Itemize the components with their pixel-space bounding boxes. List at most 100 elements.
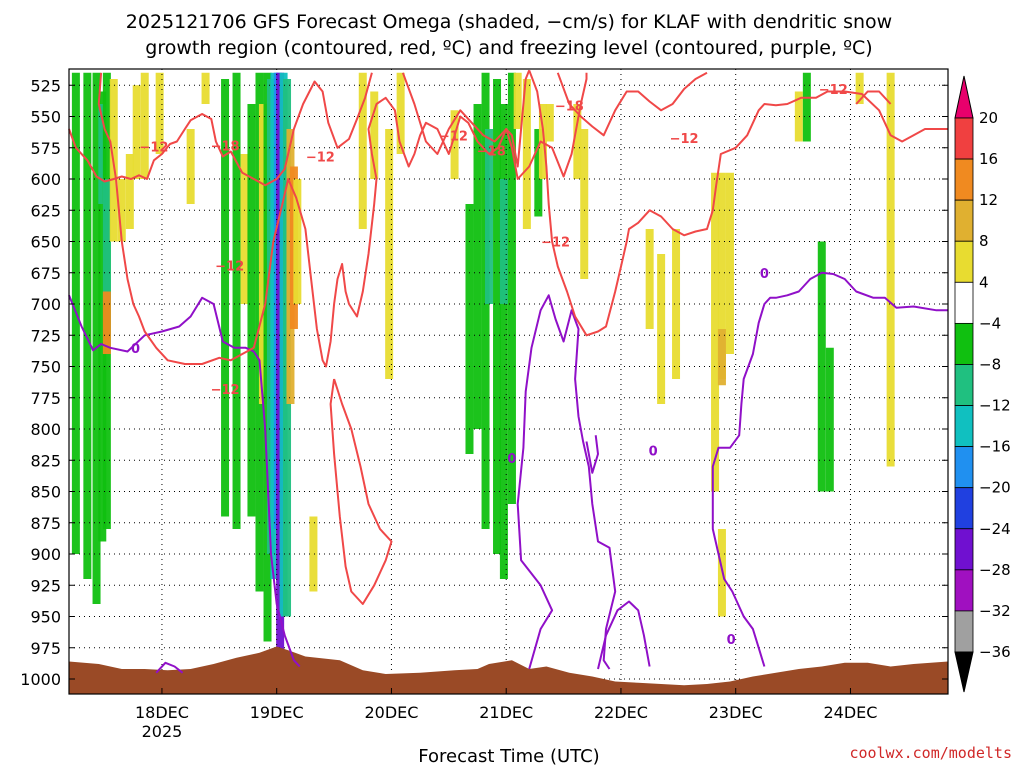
omega-cell-11 — [132, 85, 141, 179]
omega-cell-10 — [125, 154, 134, 229]
y-tick-label-750: 750 — [30, 358, 61, 377]
omega-cell-65 — [855, 72, 864, 104]
y-tick-label-775: 775 — [30, 389, 61, 408]
terrain-surface — [69, 646, 948, 694]
chart-title-line1: 2025121706 GFS Forecast Omega (shaded, −… — [126, 11, 892, 33]
x-tick-label-6: 24DEC — [823, 703, 877, 722]
colorbar: 20 16 12 8 4 −4 −8 −12 −16 −20 −24 −28 −32 −36 — [954, 75, 1011, 693]
omega-cell-15 — [201, 72, 210, 104]
omega-cell-3 — [98, 91, 107, 542]
omega-cell-50 — [545, 104, 554, 142]
colorbar-segment-9 — [954, 446, 974, 489]
omega-cell-41 — [484, 129, 493, 304]
contour-label-10: −12 — [819, 83, 848, 98]
contour-line-3 — [585, 435, 599, 474]
omega-cell-53 — [645, 229, 654, 329]
contour-labels: −12 −18 −12 −12 −18 −18 −12 −12 −12 −12 −12 0 0 0 0 0 — [131, 83, 848, 648]
omega-cell-56 — [711, 172, 720, 492]
x-tick-label-4: 22DEC — [594, 703, 648, 722]
omega-cell-51 — [573, 104, 582, 179]
colorbar-top-arrow — [954, 75, 974, 119]
contour-line-2 — [516, 294, 617, 670]
omega-cell-36 — [396, 72, 405, 154]
omega-cell-48 — [534, 129, 543, 217]
y-tick-label-850: 850 — [30, 483, 61, 502]
contour-label-0: −12 — [139, 141, 168, 156]
colorbar-segment-4 — [954, 240, 974, 283]
omega-cell-33 — [358, 72, 367, 229]
omega-cell-13 — [155, 72, 164, 154]
omega-cell-34 — [370, 91, 379, 179]
plot-frame — [68, 68, 949, 695]
y-tick-label-825: 825 — [30, 451, 61, 470]
contour-line-5 — [711, 271, 948, 667]
contour-label-1: −18 — [211, 139, 240, 154]
colorbar-segment-8 — [954, 405, 974, 448]
x-tick-label-0: 18DEC — [135, 703, 189, 722]
contour-line-9 — [401, 72, 588, 180]
omega-cell-38 — [465, 204, 474, 454]
y-tick-label-525: 525 — [30, 76, 61, 95]
omega-cell-60 — [725, 172, 734, 354]
contour-label-14: 0 — [727, 633, 736, 648]
y-tick-label-700: 700 — [30, 295, 61, 314]
omega-cell-4 — [98, 104, 107, 204]
colorbar-segment-10 — [954, 487, 974, 530]
colorbar-segment-6 — [954, 322, 974, 365]
omega-cell-66 — [886, 72, 895, 467]
omega-cell-54 — [657, 254, 666, 404]
y-tick-label-625: 625 — [30, 201, 61, 220]
x-tick-label-5: 23DEC — [709, 703, 763, 722]
omega-cell-18 — [240, 154, 249, 304]
omega-cell-39 — [473, 104, 482, 429]
y-tick-label-600: 600 — [30, 170, 61, 189]
omega-cell-17 — [232, 72, 241, 529]
contour-line-10 — [528, 69, 948, 337]
colorbar-label-5: −4 — [979, 314, 1001, 332]
colorbar-label-13: −36 — [979, 643, 1011, 661]
omega-cell-63 — [817, 241, 826, 492]
y-tick-label-675: 675 — [30, 264, 61, 283]
colorbar-label-4: 4 — [979, 273, 989, 291]
omega-cell-1 — [83, 72, 92, 579]
colorbar-label-7: −12 — [979, 397, 1011, 415]
colorbar-label-8: −16 — [979, 438, 1011, 456]
contour-label-8: −12 — [215, 259, 244, 274]
x-tick-year-label: 2025 — [142, 722, 183, 741]
omega-cell-61 — [794, 91, 803, 142]
omega-cell-62 — [802, 72, 811, 142]
colorbar-label-6: −8 — [979, 355, 1001, 373]
y-tick-label-950: 950 — [30, 608, 61, 627]
omega-cell-55 — [672, 229, 681, 379]
contour-label-6: −12 — [670, 132, 699, 147]
contour-label-9: −12 — [211, 383, 240, 398]
credit-text: coolwx.com/modelts — [849, 744, 1012, 762]
colorbar-segment-13 — [954, 610, 974, 653]
omega-cell-45 — [507, 72, 516, 504]
y-tick-label-800: 800 — [30, 420, 61, 439]
contour-label-2: −12 — [306, 151, 335, 166]
contour-line-12 — [855, 90, 892, 105]
omega-cell-58 — [717, 329, 726, 386]
colorbar-label-3: 8 — [979, 232, 989, 250]
omega-cell-14 — [186, 129, 195, 204]
omega-cell-2 — [92, 72, 101, 604]
y-tick-label-650: 650 — [30, 233, 61, 252]
omega-cell-47 — [522, 79, 531, 229]
x-tick-label-1: 19DEC — [250, 703, 304, 722]
contour-label-5: −18 — [555, 99, 584, 114]
contour-label-11: 0 — [131, 342, 140, 357]
contour-label-4: −18 — [477, 144, 506, 159]
omega-cell-49 — [538, 104, 547, 179]
colorbar-segment-11 — [954, 528, 974, 571]
y-tick-label-900: 900 — [30, 545, 61, 564]
omega-cell-7 — [102, 291, 111, 354]
omega-cell-46 — [513, 72, 522, 129]
omega-cell-12 — [140, 72, 149, 179]
y-tick-label-925: 925 — [30, 576, 61, 595]
omega-cell-31 — [293, 179, 302, 304]
colorbar-segment-12 — [954, 569, 974, 612]
colorbar-label-0: 20 — [979, 109, 998, 127]
omega-cell-37 — [450, 110, 459, 179]
